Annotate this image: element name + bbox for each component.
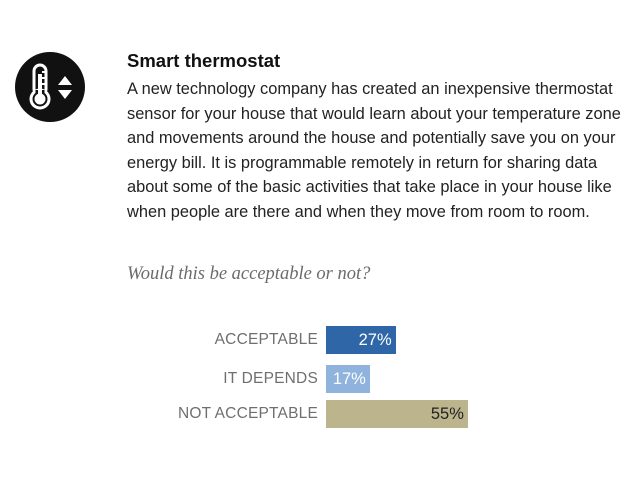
bar-value-label: 55%: [430, 405, 464, 423]
category-label: ACCEPTABLE: [214, 331, 318, 348]
bar-value-label: 27%: [358, 331, 392, 349]
bar-value-label: 17%: [332, 370, 366, 388]
thermometer-icon: [15, 52, 85, 122]
bar-chart: ACCEPTABLE 27% IT DEPENDS 17% NOT ACCEPTABLE…: [0, 320, 638, 440]
bar: [326, 365, 370, 393]
page-title: Smart thermostat: [127, 50, 281, 71]
bar: [326, 326, 396, 354]
bar: [326, 400, 468, 428]
category-label: NOT ACCEPTABLE: [177, 405, 318, 422]
thermostat-icon-badge: [15, 52, 85, 122]
scenario-description: A new technology company has created an …: [127, 80, 621, 221]
category-label: IT DEPENDS: [223, 370, 318, 387]
survey-question: Would this be acceptable or not?: [127, 264, 371, 284]
